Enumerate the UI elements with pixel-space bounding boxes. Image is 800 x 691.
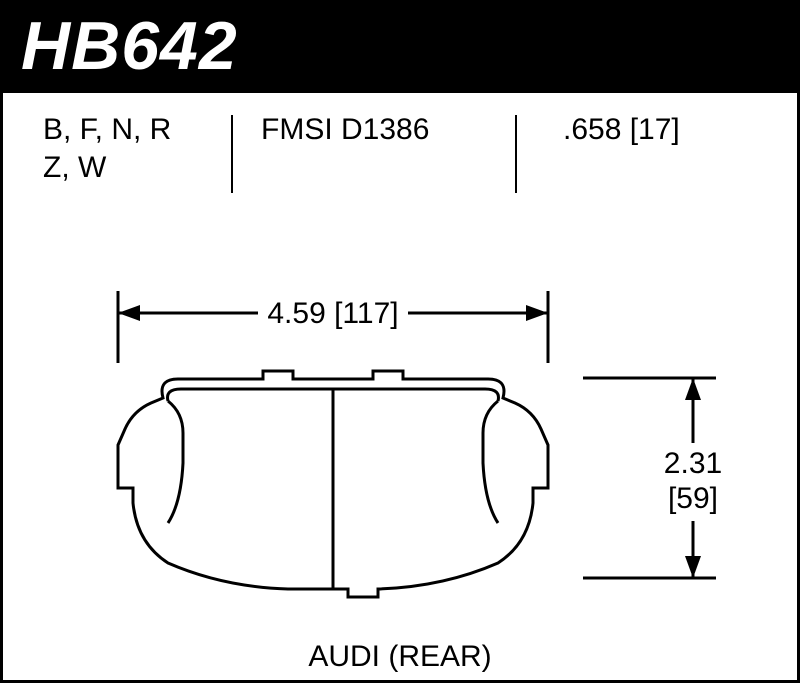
spec-row: B, F, N, R Z, W FMSI D1386 .658 [17] xyxy=(3,111,797,211)
content-box: B, F, N, R Z, W FMSI D1386 .658 [17] 4.5… xyxy=(0,93,800,683)
pad-diagram-svg: 4.59 [117] 2.31 [59] xyxy=(3,253,800,673)
height-dimension: 2.31 [59] xyxy=(583,378,722,578)
drawing-area: 4.59 [117] 2.31 [59] xyxy=(3,253,797,673)
height-dimension-label-1: 2.31 xyxy=(664,447,722,480)
spec-compounds-line1: B, F, N, R xyxy=(43,111,223,149)
width-dimension: 4.59 [117] xyxy=(118,291,548,363)
spec-compounds: B, F, N, R Z, W xyxy=(43,111,223,186)
part-number: HB642 xyxy=(21,8,238,84)
header-bar: HB642 xyxy=(0,0,800,93)
caption: AUDI (REAR) xyxy=(3,640,797,674)
width-dimension-label: 4.59 [117] xyxy=(267,297,398,330)
height-dimension-label-2: [59] xyxy=(668,482,718,515)
brake-pad-outline xyxy=(118,371,548,597)
spec-fmsi: FMSI D1386 xyxy=(261,111,491,149)
spec-thickness: .658 [17] xyxy=(563,111,743,149)
spec-divider-1 xyxy=(231,115,233,193)
spec-divider-2 xyxy=(515,115,517,193)
spec-compounds-line2: Z, W xyxy=(43,149,223,187)
